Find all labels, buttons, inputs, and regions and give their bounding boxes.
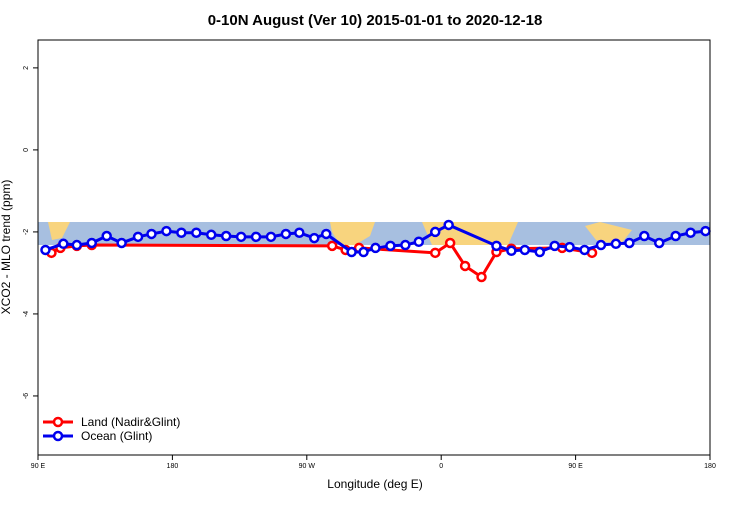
x-tick-label: 90 E	[568, 463, 583, 470]
legend-marker	[52, 430, 64, 442]
data-point	[639, 230, 650, 242]
data-point	[595, 239, 607, 251]
plot-frame	[37, 39, 711, 456]
data-point	[370, 242, 381, 254]
y-tick-label: 2	[23, 66, 30, 70]
data-point	[346, 246, 357, 258]
data-point	[549, 240, 560, 252]
data-point	[250, 231, 262, 243]
y-axis-label: XCO2 - MLO trend (ppm)	[0, 180, 13, 315]
data-point	[235, 231, 247, 243]
data-point	[176, 227, 187, 238]
data-point	[101, 230, 112, 242]
data-point	[519, 244, 531, 256]
data-point	[429, 226, 441, 238]
data-point	[624, 237, 635, 249]
data-point	[444, 237, 456, 249]
data-point	[326, 240, 338, 252]
data-point	[685, 227, 696, 238]
data-point	[610, 238, 622, 250]
y-tick-label: 0	[23, 148, 30, 152]
y-tick-label: -6	[23, 393, 30, 399]
map-strip	[38, 222, 710, 245]
data-point	[132, 231, 144, 243]
data-point	[309, 232, 320, 244]
data-point	[58, 238, 69, 250]
data-point	[385, 240, 396, 252]
data-point	[220, 230, 232, 242]
y-tick-label: -2	[23, 229, 30, 235]
data-point	[400, 239, 411, 251]
data-point	[146, 228, 157, 240]
y-tick-label: -4	[23, 311, 30, 317]
chart-title: 0-10N August (Ver 10) 2015-01-01 to 2020…	[208, 12, 543, 29]
x-tick-label: 180	[167, 463, 179, 470]
data-point	[40, 244, 51, 256]
data-point	[280, 228, 292, 240]
data-point	[491, 240, 502, 252]
data-point	[413, 236, 425, 248]
data-point	[116, 237, 127, 249]
data-point	[534, 246, 546, 258]
data-point	[294, 227, 305, 238]
data-point	[579, 244, 590, 256]
data-point	[653, 237, 665, 249]
data-point	[86, 237, 98, 249]
legend-marker	[52, 416, 64, 428]
x-tick-label: 0	[439, 463, 443, 470]
data-point	[670, 230, 681, 242]
data-point	[161, 225, 172, 237]
data-point	[459, 260, 471, 272]
data-point	[443, 219, 454, 231]
data-point	[358, 246, 369, 258]
x-axis-label: Longitude (deg E)	[327, 477, 422, 491]
x-tick-label: 90 E	[31, 463, 46, 470]
x-tick-label: 180	[704, 463, 716, 470]
data-point	[205, 229, 217, 241]
data-point	[564, 241, 575, 253]
data-point	[265, 231, 277, 243]
x-tick-label: 90 W	[299, 463, 316, 470]
data-point	[506, 245, 517, 257]
data-point	[476, 271, 487, 283]
data-point	[429, 247, 441, 259]
data-point	[700, 225, 711, 237]
legend-label: Land (Nadir&Glint)	[81, 415, 180, 429]
data-point	[191, 227, 202, 238]
data-point	[71, 239, 83, 251]
legend-label: Ocean (Glint)	[81, 429, 152, 443]
data-point	[320, 228, 332, 240]
